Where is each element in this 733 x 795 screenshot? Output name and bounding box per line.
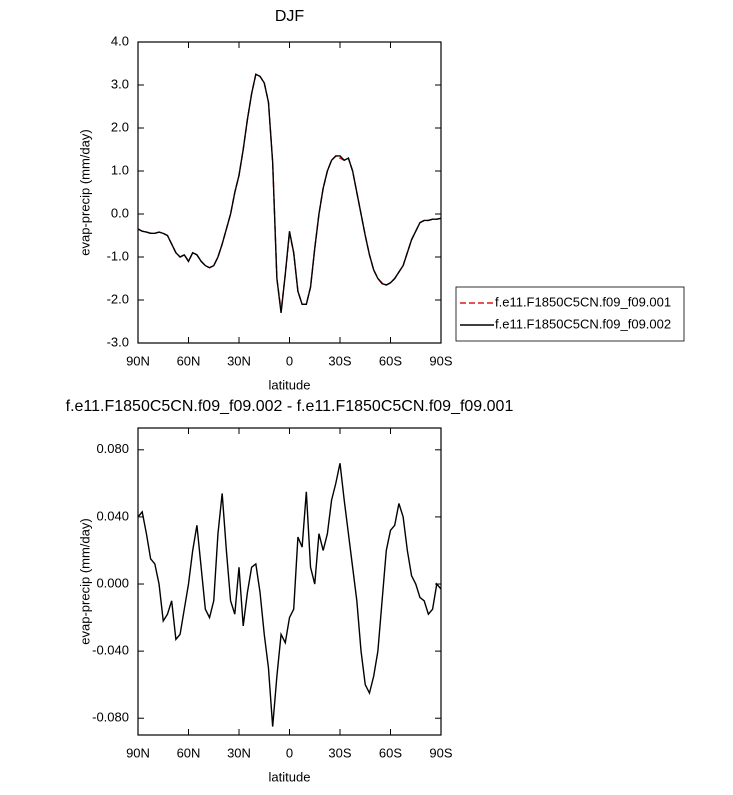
plot-frame — [137, 427, 442, 736]
x-tick-label: 30S — [328, 745, 351, 760]
y-tick-label: 0.000 — [96, 575, 129, 590]
y-tick-label: -0.080 — [92, 710, 129, 725]
y-tick-label: -1.0 — [107, 248, 129, 263]
y-tick-label: 0.0 — [111, 205, 129, 220]
x-tick-label: 60N — [177, 745, 201, 760]
x-tick-label: 90N — [126, 353, 150, 368]
data-line — [137, 463, 442, 727]
y-axis-label: evap-precip (mm/day) — [77, 518, 92, 644]
y-tick-label: 0.040 — [96, 508, 129, 523]
x-tick-label: 30N — [227, 353, 251, 368]
x-tick-label: 90S — [429, 353, 452, 368]
x-axis-label: latitude — [269, 769, 311, 784]
legend-box — [455, 286, 685, 342]
plot-frame — [137, 41, 442, 344]
y-tick-label: -2.0 — [107, 291, 129, 306]
data-line — [137, 73, 442, 311]
y-axis-label: evap-precip (mm/day) — [77, 129, 92, 255]
x-tick-label: 30S — [328, 353, 351, 368]
x-tick-label: 90N — [126, 745, 150, 760]
data-line — [137, 73, 442, 313]
y-tick-label: -0.040 — [92, 643, 129, 658]
x-tick-label: 60S — [379, 745, 402, 760]
x-tick-label: 90S — [429, 745, 452, 760]
legend-label: f.e11.F1850C5CN.f09_f09.001 — [495, 294, 671, 309]
y-tick-label: 2.0 — [111, 119, 129, 134]
chart-title: f.e11.F1850C5CN.f09_f09.002 - f.e11.F185… — [66, 398, 514, 415]
x-tick-label: 60N — [177, 353, 201, 368]
y-tick-label: 1.0 — [111, 162, 129, 177]
chart-title: DJF — [275, 8, 305, 25]
x-tick-label: 0 — [286, 745, 293, 760]
x-axis-label: latitude — [269, 377, 311, 392]
x-tick-label: 30N — [227, 745, 251, 760]
y-tick-label: -3.0 — [107, 334, 129, 349]
y-tick-label: 4.0 — [111, 33, 129, 48]
x-tick-label: 0 — [286, 353, 293, 368]
y-tick-label: 0.080 — [96, 441, 129, 456]
x-tick-label: 60S — [379, 353, 402, 368]
y-tick-label: 3.0 — [111, 76, 129, 91]
legend-label: f.e11.F1850C5CN.f09_f09.002 — [495, 316, 671, 331]
